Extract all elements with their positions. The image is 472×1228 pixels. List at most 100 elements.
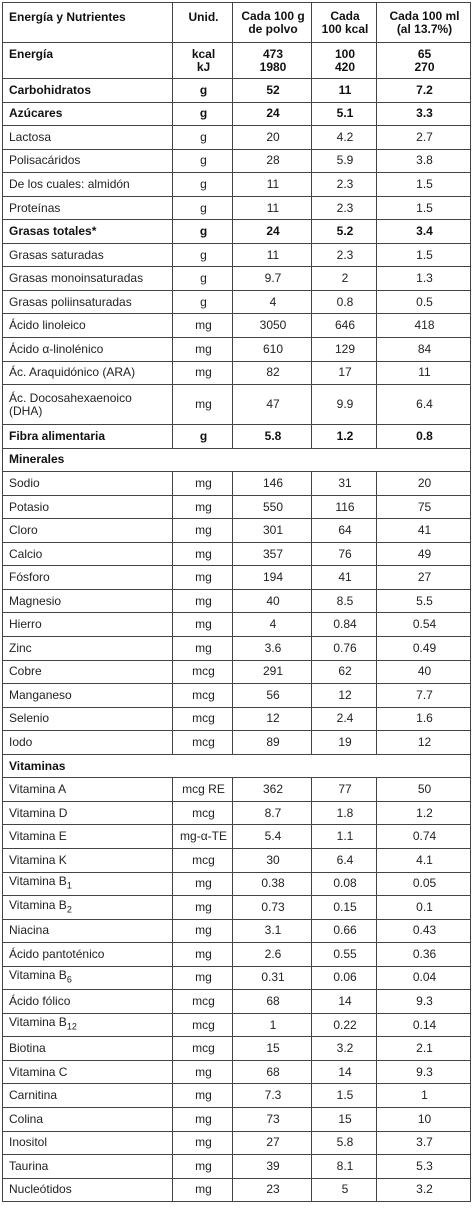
nutrient-name-text: Vitamina D [9, 805, 68, 820]
nutrient-name: Zinc [2, 636, 173, 661]
value-per100ml: 10 [376, 1106, 471, 1132]
nutrient-name-text: Grasas totales* [9, 224, 97, 239]
nutrient-name-text: Manganeso [9, 687, 72, 702]
table-row: Grasas monoinsaturadas g 9.7 2 1.3 [2, 266, 471, 291]
value-per100ml: 0.74 [376, 824, 471, 849]
nutrient-name: Fósforo [2, 565, 173, 590]
value-per100kcal: 76 [311, 541, 377, 567]
nutrient-name-text: Vitamina C [9, 1064, 68, 1079]
nutrient-name-text: Polisacáridos [9, 153, 81, 168]
nutrient-name-text: Hierro [9, 617, 42, 632]
value-per100kcal: 2.4 [311, 706, 377, 732]
nutrient-name: Sodio [2, 471, 173, 496]
value-per100kcal: 14 [311, 989, 377, 1014]
table-row: Vitamina E mg-α-TE 5.4 1.1 0.74 [2, 824, 471, 849]
value-per100g: 39 [232, 1154, 312, 1179]
value-per100g: 3.1 [232, 918, 312, 944]
nutrient-unit: mg [172, 965, 233, 991]
table-row: Colina mg 73 15 10 [2, 1106, 471, 1132]
value-per100kcal: 2.3 [311, 242, 377, 268]
nutrient-unit: mg [172, 1083, 233, 1108]
nutrient-name-text: Calcio [9, 546, 43, 561]
nutrient-unit: mcg [172, 683, 233, 708]
table-row: Cobre mcg 291 62 40 [2, 659, 471, 685]
nutrient-name: Calcio [2, 541, 173, 567]
value-per100g: 24 [232, 219, 312, 244]
value-per100kcal: 1.5 [311, 1083, 377, 1108]
value-per100kcal: 19 [311, 730, 377, 755]
value-per100kcal: 1.1 [311, 824, 377, 849]
nutrient-name: Carbohidratos [2, 78, 173, 103]
value-per100g: 550 [232, 494, 312, 520]
nutrient-unit: mg [172, 494, 233, 520]
table-row: Vitamina C mg 68 14 9.3 [2, 1059, 471, 1085]
nutrient-name-text: Grasas poliinsaturadas [9, 294, 132, 309]
table-row: Lactosa g 20 4.2 2.7 [2, 125, 471, 150]
table-row: Vitamina B2 mg 0.73 0.15 0.1 [2, 895, 471, 920]
nutrient-name: Biotina [2, 1036, 173, 1061]
table-row: Grasas poliinsaturadas g 4 0.8 0.5 [2, 289, 471, 315]
value-per100ml: 2.1 [376, 1036, 471, 1061]
value-per100ml: 0.8 [376, 424, 471, 449]
nutrient-name: Vitamina B6 [2, 965, 173, 991]
value-per100kcal: 116 [311, 494, 377, 520]
nutrient-subscript: 12 [66, 1021, 77, 1032]
header-per100kcal-line2: 100 kcal [321, 21, 369, 36]
value-per100kcal: 41 [311, 565, 377, 590]
nutrient-name-text: Grasas monoinsaturadas [9, 271, 144, 286]
value-per100ml: 3.7 [376, 1130, 471, 1156]
header-per100g-line1: Cada 100 g [241, 8, 305, 23]
nutrient-name: Vitamina E [2, 824, 173, 849]
table-row: Vitamina B1 mg 0.38 0.08 0.05 [2, 871, 471, 897]
value-per100g: 15 [232, 1036, 312, 1061]
value-per100g: 2.6 [232, 942, 312, 967]
nutrient-unit: mg [172, 518, 233, 543]
nutrient-name: Azúcares [2, 101, 173, 127]
value-per100kcal: 6.4 [311, 847, 377, 873]
value-per100ml: 0.1 [376, 895, 471, 920]
nutrient-name: Niacina [2, 918, 173, 944]
nutrient-name: Proteínas [2, 195, 173, 221]
header-unit: Unid. [172, 2, 233, 43]
header-nutrient: Energía y Nutrientes [2, 2, 173, 43]
nutrient-name-text: Cobre [9, 664, 42, 679]
value-per100ml: 2.7 [376, 125, 471, 150]
value-per100kcal: 64 [311, 518, 377, 543]
table-row: Hierro mg 4 0.84 0.54 [2, 612, 471, 638]
nutrient-subscript: 1 [66, 880, 72, 891]
nutrient-name: Ácido linoleico [2, 313, 173, 339]
section-header-row: Minerales [2, 447, 471, 473]
nutrient-name-text: Ácido linoleico [9, 318, 86, 333]
value-per100ml: 3.8 [376, 148, 471, 174]
value-per100ml: 418 [376, 313, 471, 339]
nutrient-name-text: Potasio [9, 499, 50, 514]
table-row: Ácido pantoténico mg 2.6 0.55 0.36 [2, 942, 471, 967]
nutrient-name: Ácido fólico [2, 989, 173, 1014]
value-per100kcal: 11 [311, 78, 377, 103]
value-per100kcal: 129 [311, 337, 377, 362]
nutrient-name-text: Azúcares [9, 106, 63, 121]
nutrient-name-text: Ácido fólico [9, 994, 71, 1008]
energy-per100g-kcal: 473 [262, 47, 284, 61]
value-per100kcal: 31 [311, 471, 377, 496]
nutrient-unit: g [172, 125, 233, 150]
value-per100kcal: 5.8 [311, 1130, 377, 1156]
energy-per100kcal: 100 420 [311, 42, 377, 79]
value-per100kcal: 0.22 [311, 1012, 377, 1038]
nutrient-unit: g [172, 242, 233, 268]
value-per100g: 82 [232, 360, 312, 386]
nutrient-unit: mg-α-TE [172, 824, 233, 849]
nutrient-name-text: Taurina [9, 1158, 49, 1173]
energy-per100g-kj: 1980 [259, 60, 287, 74]
nutrient-unit: mg [172, 337, 233, 362]
value-per100kcal: 15 [311, 1106, 377, 1132]
value-per100kcal: 1.8 [311, 800, 377, 826]
value-per100g: 362 [232, 777, 312, 802]
nutrition-table: Energía y Nutrientes Unid. Cada 100 g de… [2, 2, 471, 1203]
nutrient-name-text: Proteínas [9, 200, 61, 215]
nutrient-name: Vitamina B1 [2, 871, 173, 897]
nutrient-name: Iodo [2, 730, 173, 755]
value-per100g: 0.73 [232, 895, 312, 920]
header-per100ml-line1: Cada 100 ml [389, 8, 460, 23]
energy-per100g: 473 1980 [232, 42, 312, 79]
